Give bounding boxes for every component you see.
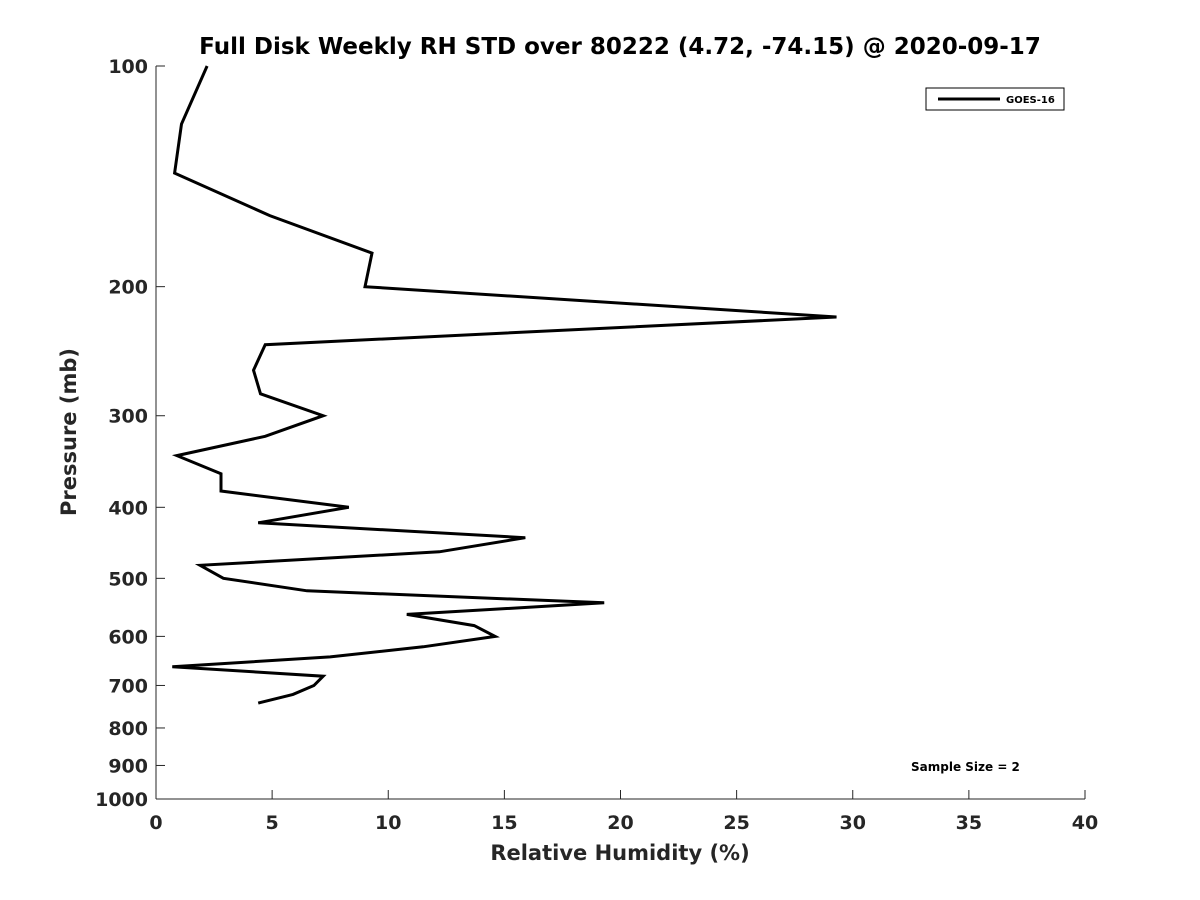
x-tick-label: 35	[956, 812, 982, 834]
y-tick-label: 200	[108, 277, 148, 299]
y-tick-label: 400	[108, 497, 148, 519]
x-tick-label: 20	[607, 812, 633, 834]
y-tick-label: 900	[108, 755, 148, 777]
legend-label: GOES-16	[1006, 95, 1055, 106]
legend: GOES-16	[925, 87, 1065, 111]
sample-size-annotation: Sample Size = 2	[911, 760, 1020, 774]
y-tick-label: 700	[108, 675, 148, 697]
series-line-goes-16	[171, 65, 837, 705]
x-tick-label: 0	[149, 812, 162, 834]
y-tick-label: 600	[108, 626, 148, 648]
x-axis-label: Relative Humidity (%)	[490, 841, 749, 865]
x-tick-label: 30	[840, 812, 866, 834]
y-tick-label: 800	[108, 718, 148, 740]
y-tick-label: 100	[108, 56, 148, 78]
chart-title: Full Disk Weekly RH STD over 80222 (4.72…	[199, 34, 1041, 60]
x-tick-label: 40	[1072, 812, 1098, 834]
x-tick-label: 25	[723, 812, 749, 834]
y-tick-label: 500	[108, 568, 148, 590]
y-tick-label: 1000	[95, 789, 148, 811]
x-tick-label: 10	[375, 812, 401, 834]
y-tick-label: 300	[108, 406, 148, 428]
x-tick-label: 5	[266, 812, 279, 834]
y-axis-label: Pressure (mb)	[57, 348, 81, 516]
x-tick-label: 15	[491, 812, 517, 834]
